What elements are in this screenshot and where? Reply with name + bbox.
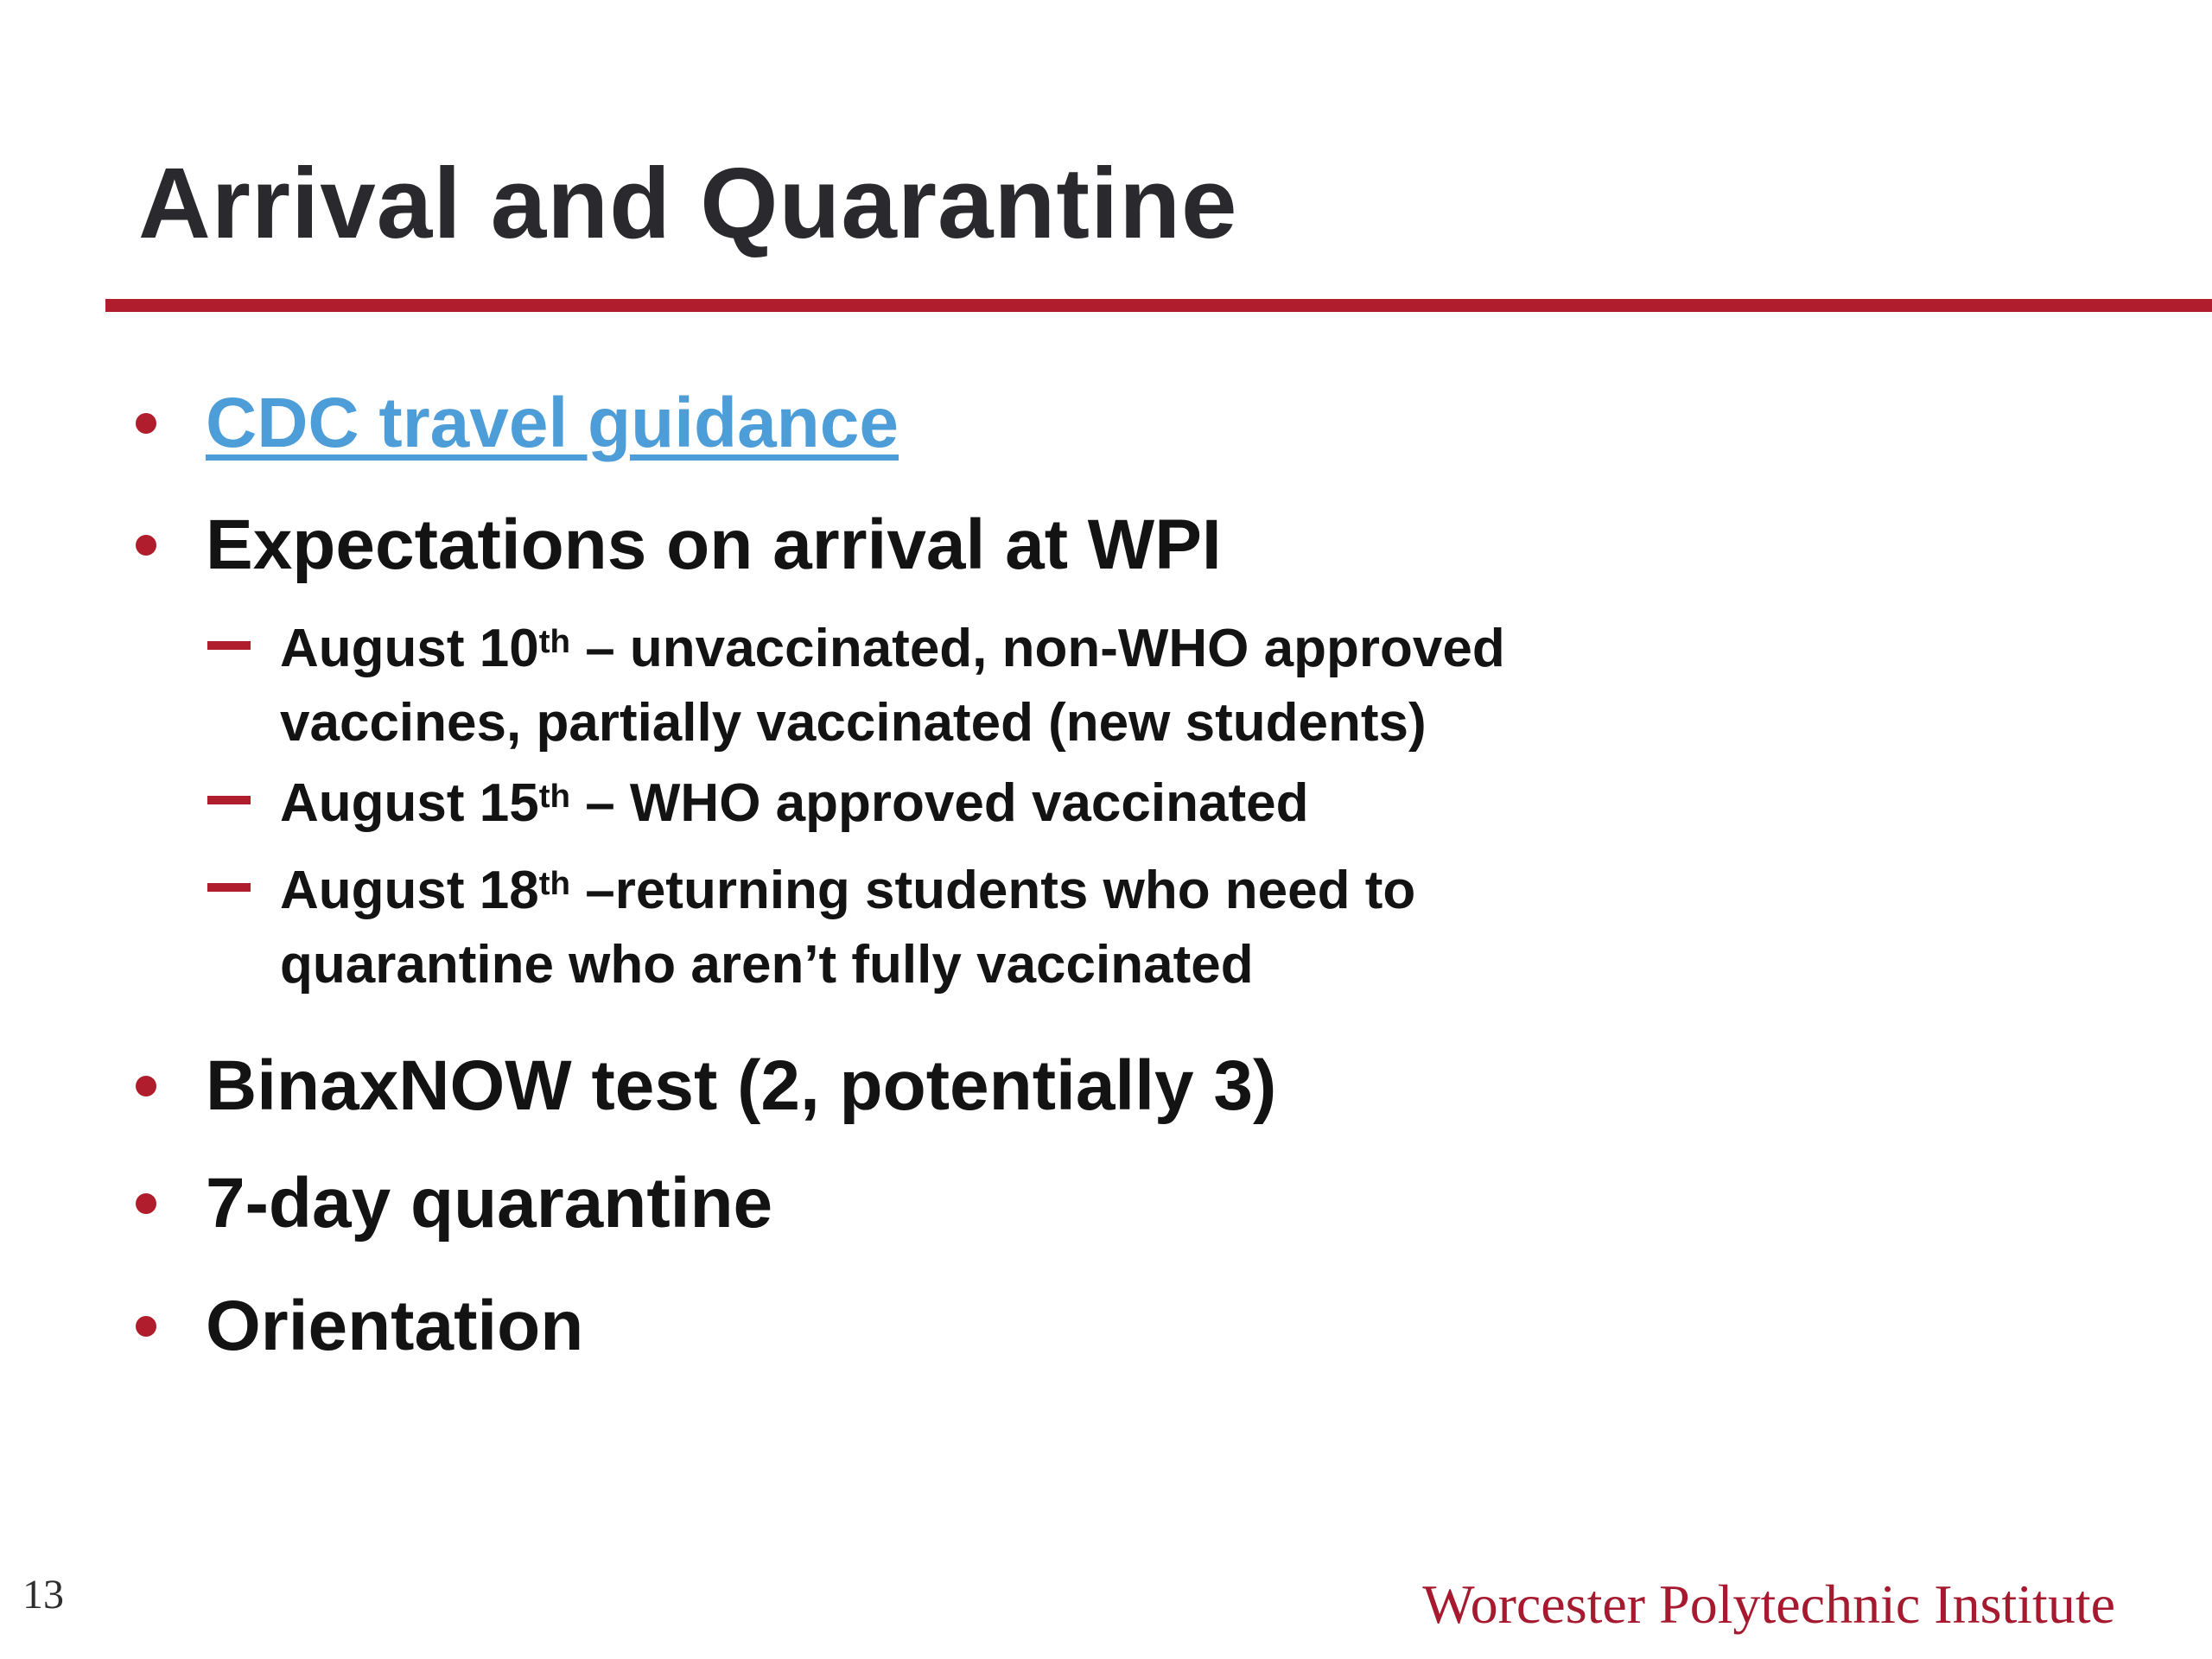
sub-bullet-date: August 18 [280, 861, 539, 920]
sub-bullet-line-1: August 18th –returning students who need… [280, 857, 1415, 931]
bullet-label-binaxnow: BinaxNOW test (2, potentially 3) [206, 1046, 1277, 1125]
sub-bullet-text: August 18th –returning students who need… [280, 857, 1415, 999]
dash-bullet-icon [207, 883, 251, 892]
sub-bullet-august-18: August 18th –returning students who need… [207, 857, 1415, 999]
bullet-dot-icon [136, 1316, 156, 1337]
sub-bullet-august-15: August 15th – WHO approved vaccinated [207, 770, 1308, 844]
sub-bullet-line-2: quarantine who aren’t fully vaccinated [280, 935, 1254, 995]
sub-bullet-line-2: vaccines, partially vaccinated (new stud… [280, 693, 1427, 753]
bullet-dot-icon [136, 1193, 156, 1214]
page-number: 13 [22, 1572, 64, 1618]
bullet-dot-icon [136, 413, 156, 434]
bullet-item-7-day-quarantine: 7-day quarantine [136, 1164, 773, 1243]
bullet-item-expectations: Expectations on arrival at WPI [136, 505, 1222, 584]
ordinal-superscript: th [538, 622, 570, 660]
sub-bullet-line-1: August 10th – unvaccinated, non-WHO appr… [280, 615, 1505, 690]
page-title: Arrival and Quarantine [138, 147, 1238, 259]
footer-institution-name: Worcester Polytechnic Institute [1422, 1573, 2115, 1635]
sub-bullet-line-1: August 15th – WHO approved vaccinated [280, 770, 1308, 844]
bullet-item-binaxnow-test: BinaxNOW test (2, potentially 3) [136, 1046, 1277, 1125]
sub-bullet-text: August 10th – unvaccinated, non-WHO appr… [280, 615, 1505, 757]
cdc-travel-guidance-link[interactable]: CDC travel guidance [206, 384, 899, 462]
dash-bullet-icon [207, 641, 251, 650]
ordinal-superscript: th [538, 864, 570, 902]
sub-bullet-rest: – unvaccinated, non-WHO approved [569, 619, 1505, 678]
sub-bullet-date: August 15 [280, 773, 539, 833]
bullet-label-orientation: Orientation [206, 1287, 584, 1365]
sub-bullet-text: August 15th – WHO approved vaccinated [280, 770, 1308, 844]
ordinal-superscript: th [538, 777, 570, 815]
sub-bullet-august-10: August 10th – unvaccinated, non-WHO appr… [207, 615, 1505, 757]
bullet-item-orientation: Orientation [136, 1287, 583, 1365]
bullet-item-cdc-travel-guidance: CDC travel guidance [136, 384, 899, 462]
bullet-label-expectations: Expectations on arrival at WPI [206, 505, 1222, 584]
sub-bullet-rest: – WHO approved vaccinated [569, 773, 1309, 833]
bullet-label-quarantine: 7-day quarantine [206, 1164, 773, 1243]
dash-bullet-icon [207, 796, 251, 804]
bullet-dot-icon [136, 535, 156, 556]
title-divider-rule [105, 299, 2212, 312]
bullet-dot-icon [136, 1076, 156, 1096]
sub-bullet-rest: –returning students who need to [569, 861, 1416, 920]
sub-bullet-date: August 10 [280, 619, 539, 678]
